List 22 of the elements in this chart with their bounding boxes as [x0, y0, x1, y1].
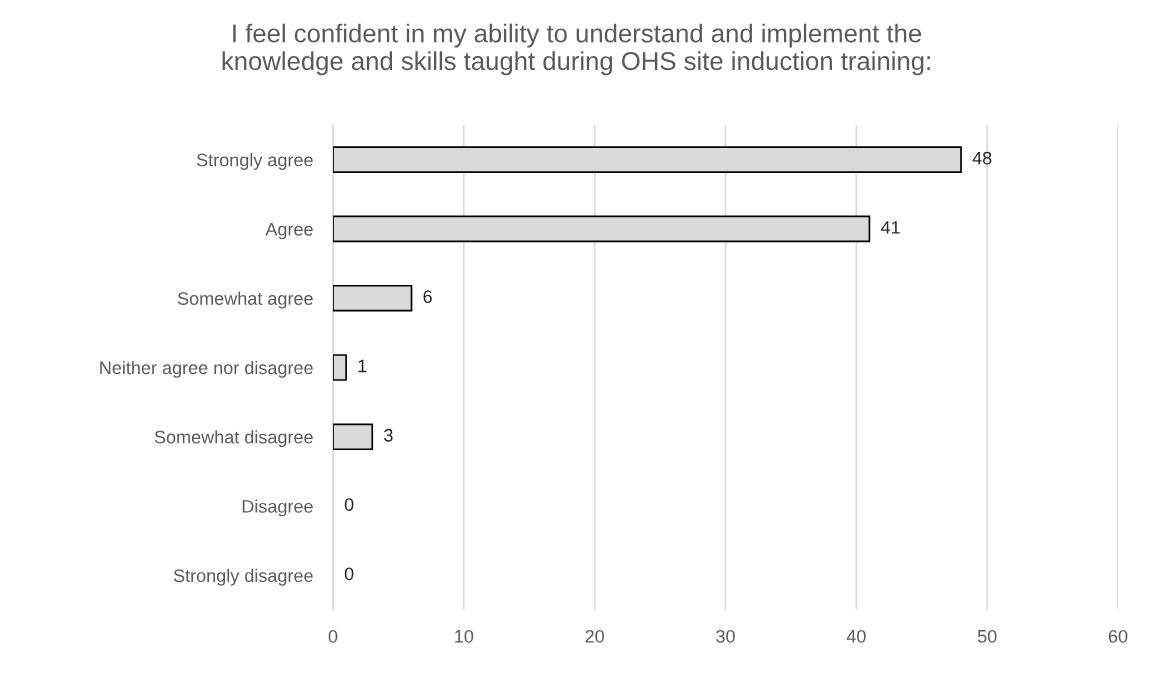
x-tick-label: 30 — [716, 629, 735, 643]
data-label: 41 — [880, 221, 900, 234]
y-tick-label: Strongly disagree — [173, 568, 313, 586]
chart-title: I feel confident in my ability to understand and implement the knowledge and skills taught during OHS site induction training: — [222, 23, 930, 76]
x-tick-label: 0 — [328, 629, 338, 643]
data-label: 0 — [344, 498, 354, 511]
data-label: 3 — [384, 428, 393, 442]
x-tick-label: 10 — [455, 629, 474, 643]
y-tick-label: Agree — [265, 223, 313, 240]
y-tick-label: Strongly agree — [196, 153, 313, 170]
x-tick-label: 60 — [1108, 629, 1128, 643]
y-tick-label: Somewhat disagree — [154, 430, 313, 448]
data-label: 48 — [972, 151, 992, 165]
data-label: 0 — [344, 567, 354, 581]
y-tick-label: Somewhat agree — [177, 291, 313, 309]
y-tick-label: Neither agree nor disagree — [100, 360, 313, 378]
x-tick-label: 20 — [585, 629, 604, 643]
data-label: 6 — [423, 290, 432, 304]
data-label: 1 — [358, 359, 367, 373]
y-tick-label: Disagree — [242, 499, 313, 517]
x-tick-label: 50 — [977, 629, 997, 643]
x-tick-label: 40 — [846, 629, 866, 643]
